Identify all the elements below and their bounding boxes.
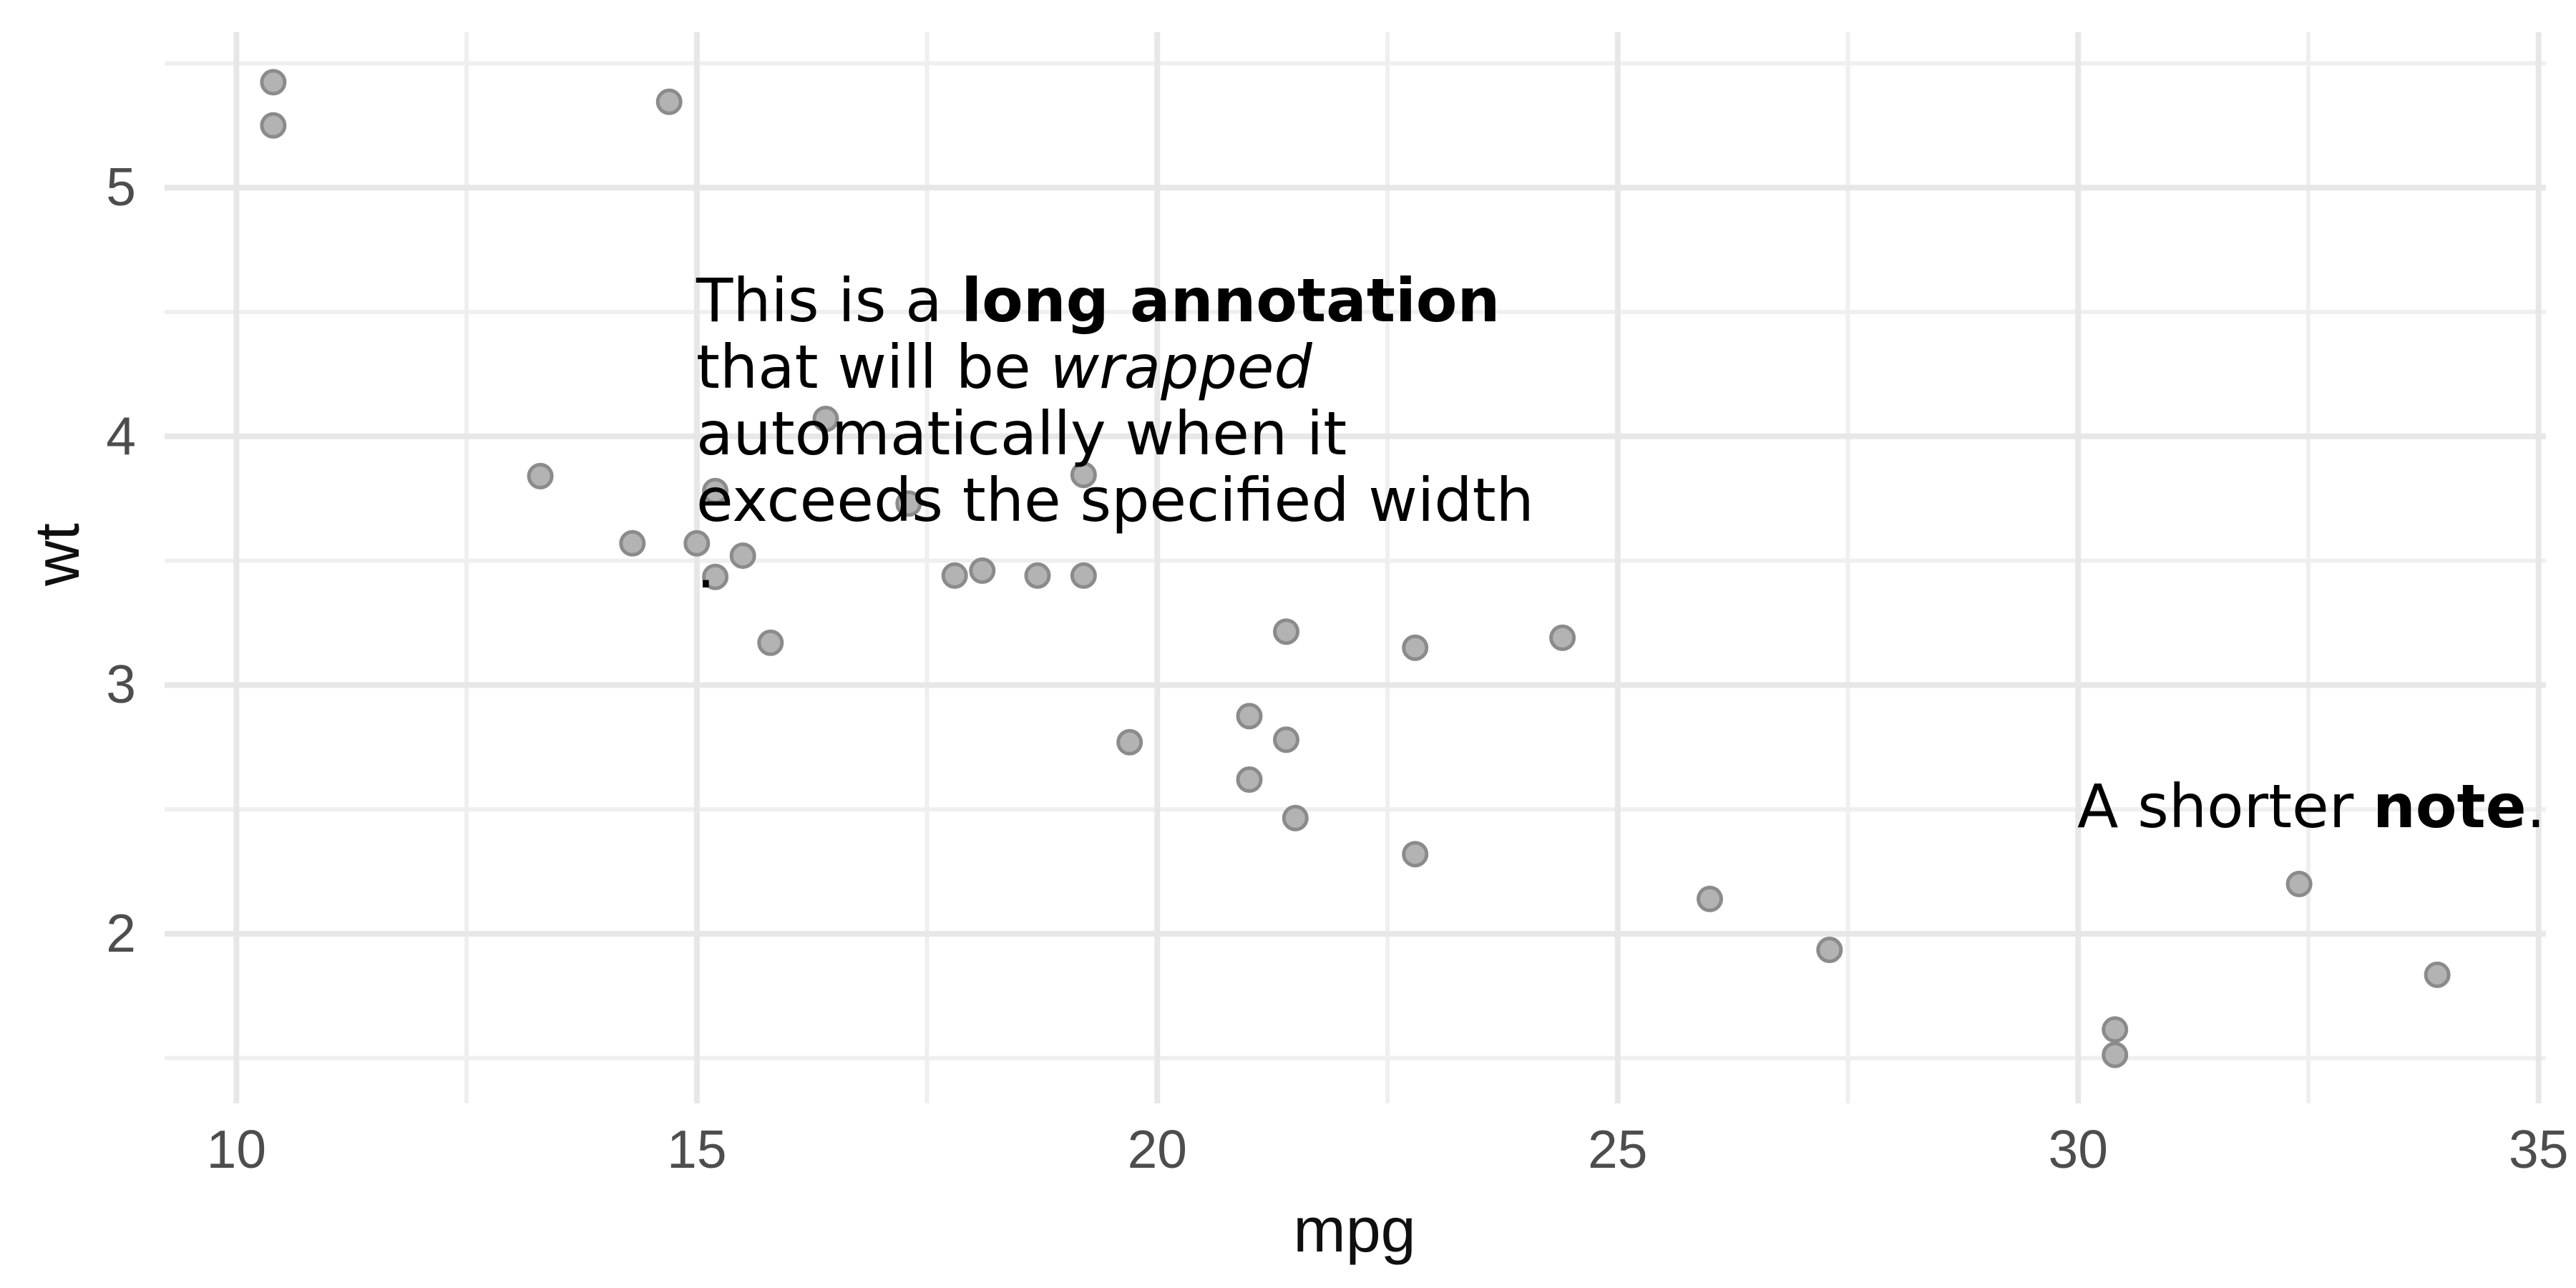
annotation-line: This is a long annotation	[696, 268, 1534, 334]
data-point	[1236, 703, 1263, 730]
data-point	[941, 562, 968, 589]
data-point	[1402, 634, 1429, 661]
data-point	[1273, 618, 1299, 645]
annotation-text-segment: automatically when it	[696, 399, 1347, 469]
annotation-text-segment: A shorter	[2077, 771, 2373, 841]
annotation-line: automatically when it	[696, 401, 1534, 467]
data-point	[895, 490, 922, 517]
data-point	[527, 462, 554, 489]
y-tick-label: 5	[106, 157, 136, 218]
data-point	[1236, 766, 1263, 793]
annotation-text-segment: exceeds the specified width	[696, 465, 1534, 535]
data-point	[619, 530, 646, 557]
data-point	[1070, 562, 1097, 589]
annotation-text-segment: note	[2372, 771, 2527, 841]
data-point	[2285, 870, 2313, 897]
y-axis-title: wt	[21, 523, 92, 586]
data-point	[702, 563, 729, 590]
data-point	[1273, 726, 1299, 753]
annotation-long: This is a long annotation that will be wr…	[696, 268, 1534, 600]
data-point	[1549, 624, 1576, 651]
data-point	[1282, 804, 1309, 831]
data-point	[757, 629, 784, 656]
data-point	[260, 69, 287, 96]
data-point	[260, 112, 287, 139]
x-tick-label: 35	[2508, 1119, 2569, 1179]
annotation-text-segment: .	[2526, 771, 2546, 841]
x-tick-label: 30	[2048, 1119, 2108, 1179]
x-tick-label: 20	[1127, 1119, 1188, 1179]
data-point	[2102, 1016, 2129, 1043]
annotation-text-segment: long annotation	[961, 265, 1501, 336]
data-point	[2102, 1041, 2129, 1068]
data-point	[1070, 462, 1097, 489]
annotation-line: .	[696, 534, 1534, 600]
x-tick-label: 15	[667, 1119, 727, 1179]
data-point	[1816, 937, 1843, 963]
annotation-text-segment: that will be	[696, 332, 1050, 402]
data-point	[683, 530, 711, 557]
data-point	[969, 557, 996, 584]
data-point	[812, 406, 839, 432]
annotation-text-segment: wrapped	[1050, 332, 1312, 402]
data-point	[1116, 728, 1143, 756]
annotation-text-segment: .	[696, 532, 716, 602]
x-tick-label: 25	[1588, 1119, 1648, 1179]
y-tick-label: 4	[106, 405, 136, 466]
y-tick-label: 2	[106, 902, 136, 963]
data-point	[1697, 885, 1723, 912]
annotation-text-segment: This is a	[696, 265, 962, 336]
data-point	[2424, 961, 2451, 988]
data-point	[1024, 562, 1051, 589]
annotation-line: exceeds the specified width	[696, 467, 1534, 534]
y-tick-label: 3	[106, 654, 136, 715]
annotation-short: A shorter note.	[2077, 774, 2545, 840]
x-tick-label: 10	[206, 1119, 267, 1179]
data-point	[702, 477, 729, 504]
annotation-line: A shorter note.	[2077, 774, 2545, 840]
data-point	[1402, 841, 1429, 868]
data-point	[655, 88, 683, 115]
annotation-line: that will be wrapped	[696, 334, 1534, 401]
data-point	[729, 542, 756, 570]
x-axis-title: mpg	[1293, 1194, 1416, 1265]
